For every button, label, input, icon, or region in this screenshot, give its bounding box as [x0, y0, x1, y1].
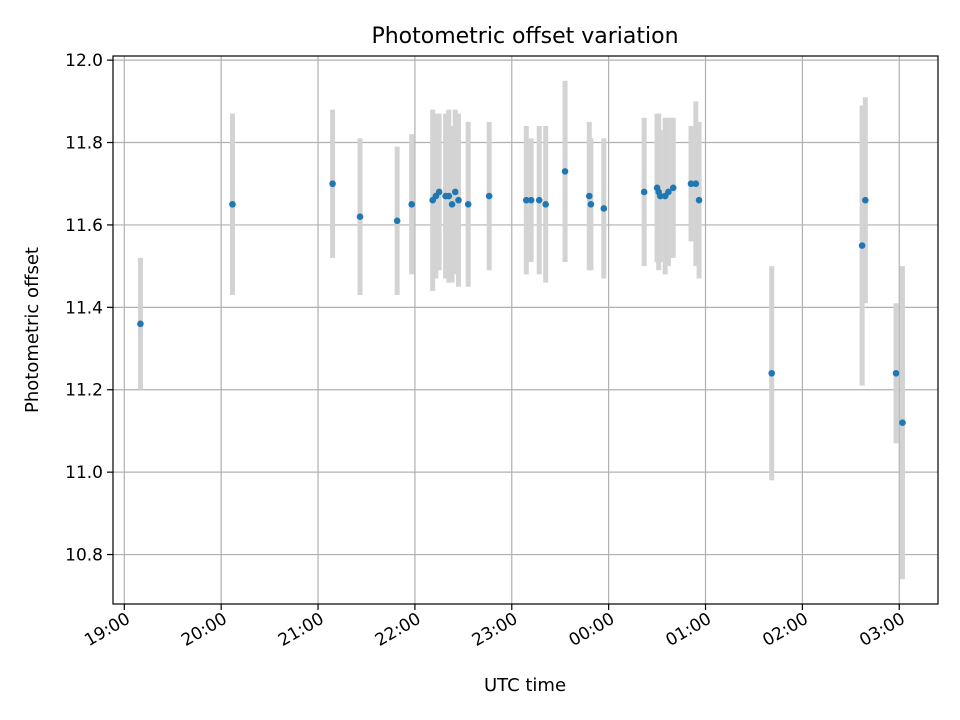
- data-point: [640, 188, 648, 196]
- y-tick-label: 12.0: [65, 51, 103, 71]
- data-point: [542, 201, 549, 208]
- x-axis-label: UTC time: [484, 675, 566, 696]
- y-axis-label: Photometric offset: [22, 247, 43, 413]
- data-point: [448, 201, 456, 208]
- data-point: [561, 168, 569, 175]
- data-point: [585, 192, 593, 200]
- data-point: [393, 217, 401, 225]
- data-point: [229, 201, 236, 208]
- data-point: [858, 242, 866, 249]
- data-point: [408, 201, 415, 208]
- y-tick-label: 11.0: [65, 463, 103, 483]
- y-tick-label: 10.8: [65, 546, 103, 566]
- data-point: [587, 201, 595, 208]
- chart-title: Photometric offset variation: [371, 24, 678, 49]
- data-point: [329, 180, 336, 188]
- data-point: [523, 196, 530, 204]
- y-tick-label: 11.6: [65, 216, 103, 236]
- data-point: [768, 369, 776, 377]
- y-axis-ticks: 10.8 11.0 11.2 11.4 11.6 11.8 12.0: [65, 51, 113, 566]
- y-tick-label: 11.2: [65, 381, 103, 401]
- data-point: [137, 320, 144, 328]
- y-tick-label: 11.4: [65, 298, 103, 318]
- data-point: [527, 196, 535, 204]
- data-point: [687, 180, 695, 188]
- data-point: [464, 201, 472, 208]
- data-point: [485, 192, 493, 200]
- data-point: [356, 213, 364, 220]
- data-point: [435, 188, 443, 196]
- data-point: [862, 196, 869, 204]
- data-point: [451, 188, 459, 196]
- data-point: [665, 188, 672, 196]
- data-point: [445, 192, 453, 200]
- data-point: [600, 205, 608, 212]
- plot-area-frame: [112, 55, 939, 605]
- data-point: [669, 184, 677, 192]
- data-point: [695, 196, 703, 204]
- data-point: [535, 196, 543, 204]
- data-point: [892, 369, 900, 377]
- data-point: [455, 196, 462, 204]
- data-point: [657, 192, 664, 200]
- data-point: [899, 419, 906, 427]
- point-layer: [137, 168, 906, 427]
- data-point: [692, 180, 700, 188]
- y-tick-label: 11.8: [65, 134, 103, 154]
